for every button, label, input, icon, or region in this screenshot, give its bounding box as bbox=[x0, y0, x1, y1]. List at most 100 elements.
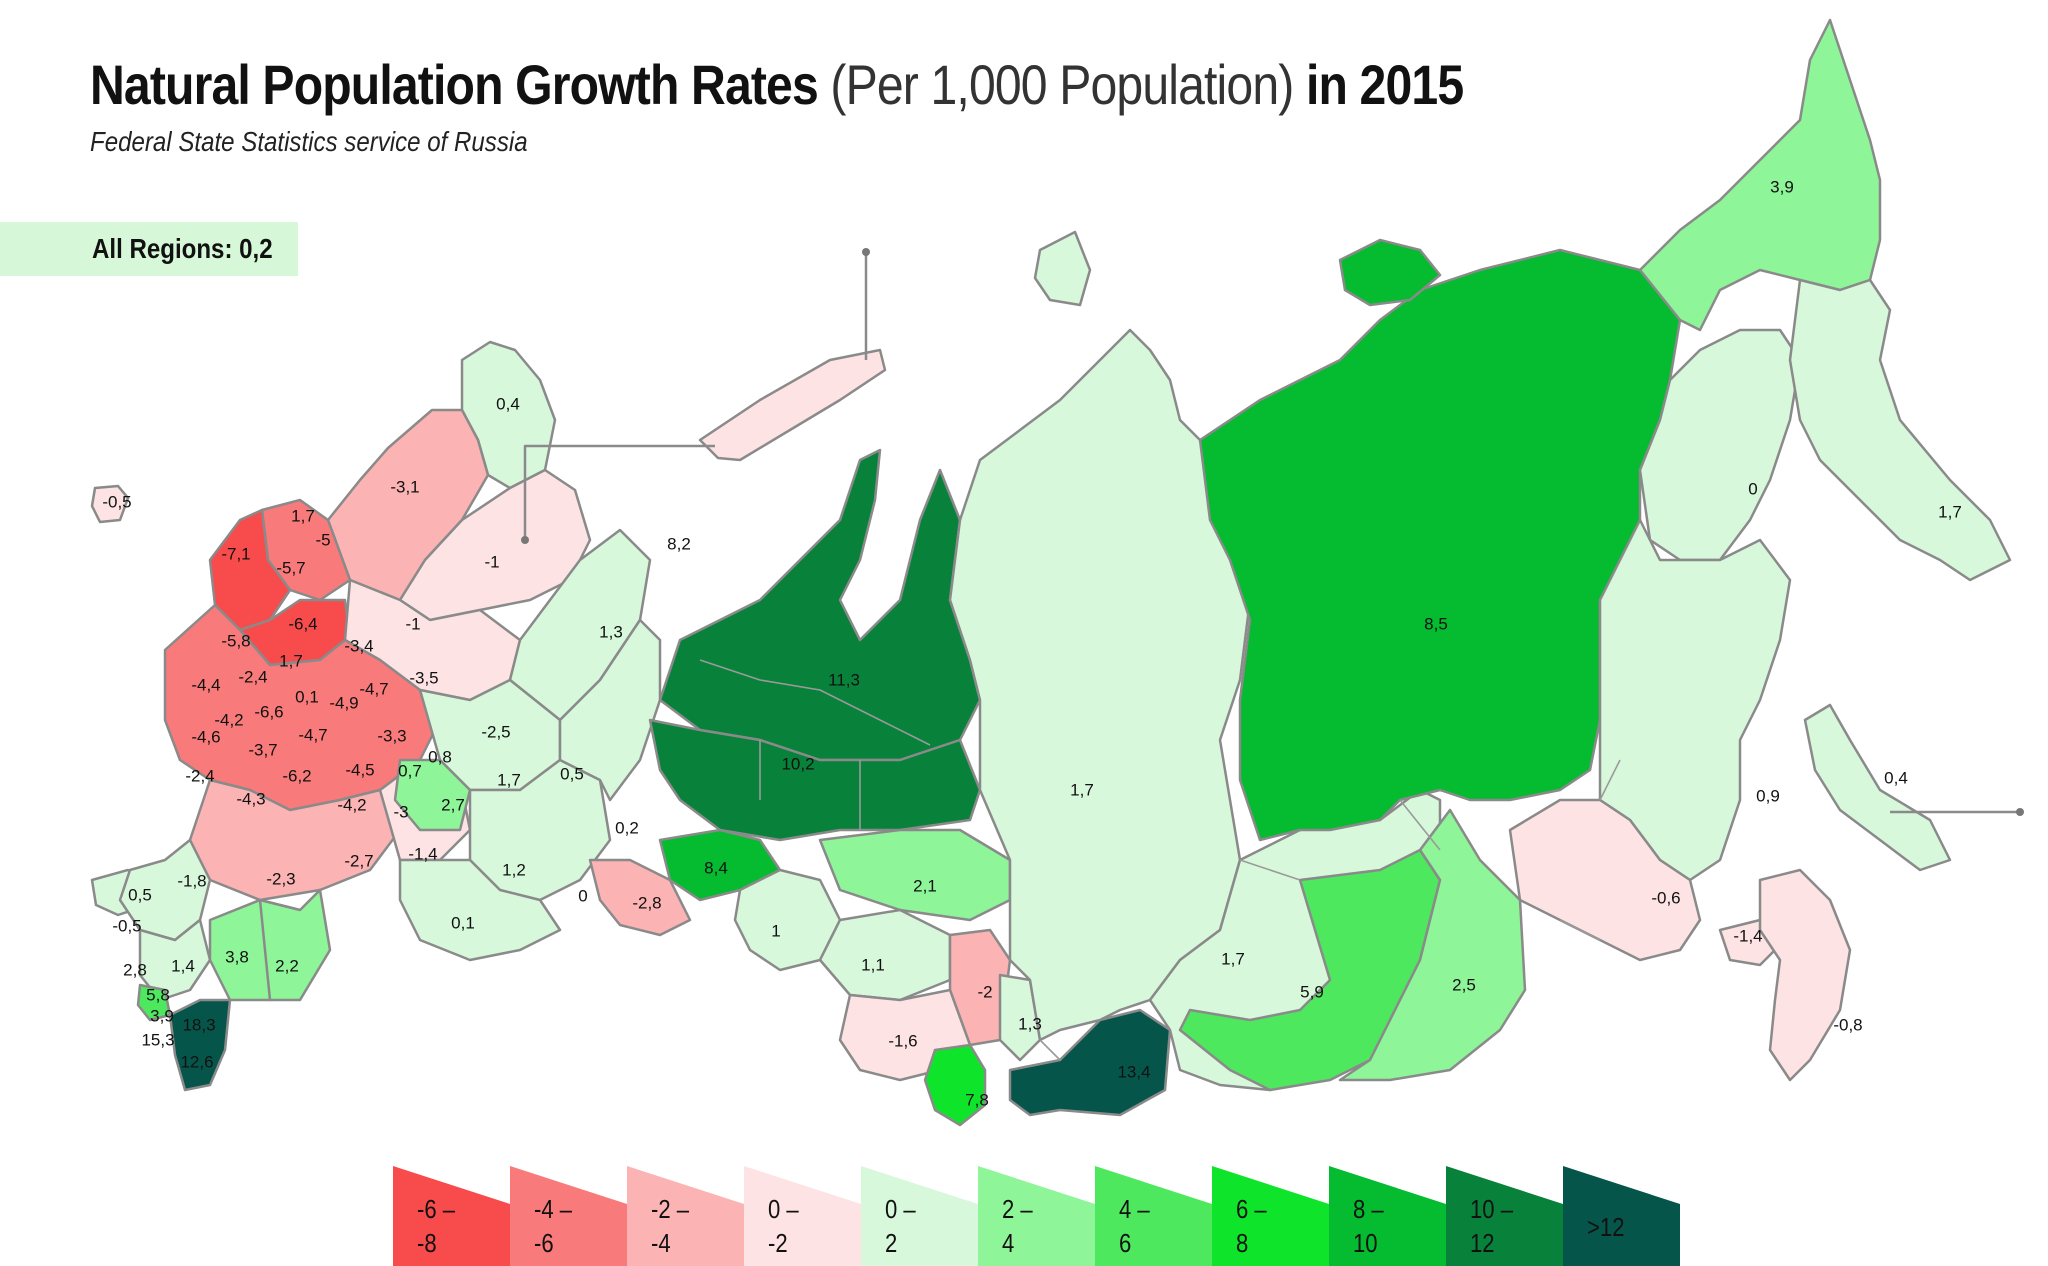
legend-item: 2 –4 bbox=[978, 1166, 1095, 1266]
region-value-label: -4,5 bbox=[345, 760, 374, 779]
legend-item: 4 –6 bbox=[1095, 1166, 1212, 1266]
legend-label: 2 –4 bbox=[1002, 1192, 1033, 1260]
region-value-label: -1 bbox=[484, 552, 499, 571]
region-caucasus-2[interactable] bbox=[168, 998, 232, 1092]
legend-swatch bbox=[1212, 1166, 1329, 1266]
title-year: in 2015 bbox=[1305, 53, 1464, 116]
region-value-label: 0,1 bbox=[451, 913, 475, 932]
region-value-label: -4,2 bbox=[214, 710, 243, 729]
region-krasnodar[interactable] bbox=[138, 918, 212, 1002]
leader-dot-arkhangelsk bbox=[521, 536, 529, 544]
region-chelyabinsk[interactable] bbox=[588, 858, 692, 937]
legend-swatch-shape bbox=[1563, 1166, 1680, 1266]
region-value-label: 1,7 bbox=[1070, 780, 1094, 799]
region-yamalo-nenets[interactable] bbox=[658, 448, 982, 762]
legend-swatch bbox=[1563, 1166, 1680, 1266]
region-value-label: -2,3 bbox=[266, 869, 295, 888]
region-tomsk[interactable] bbox=[818, 828, 1012, 922]
region-value-label: -3,1 bbox=[390, 477, 419, 496]
region-caucasus-1[interactable] bbox=[136, 983, 172, 1022]
region-value-label: -1 bbox=[405, 614, 420, 633]
region-zabaykalsky[interactable] bbox=[1338, 808, 1527, 1082]
legend-label: -2 – -4 bbox=[651, 1192, 689, 1260]
region-tatarstan-area[interactable] bbox=[393, 758, 472, 832]
region-value-label: 1,7 bbox=[1938, 502, 1962, 521]
region-primorsky[interactable] bbox=[1758, 868, 1852, 1082]
legend-label-line1: 0 – bbox=[768, 1194, 799, 1224]
legend-item: 0 –2 bbox=[861, 1166, 978, 1266]
region-value-label: 3,8 bbox=[225, 947, 249, 966]
region-sverdlovsk[interactable] bbox=[558, 618, 662, 802]
region-value-label: 0,2 bbox=[615, 818, 639, 837]
region-value-label: 0,9 bbox=[1756, 786, 1780, 805]
region-value-label: -6,6 bbox=[254, 702, 283, 721]
region-value-label: 1 bbox=[771, 921, 780, 940]
region-value-label: -2,4 bbox=[185, 766, 214, 785]
legend-label-line2: -8 bbox=[417, 1228, 437, 1258]
region-value-label: 0,4 bbox=[496, 394, 520, 413]
region-value-label: -4,2 bbox=[337, 795, 366, 814]
region-kalmykia[interactable] bbox=[258, 888, 332, 1002]
region-kaliningrad[interactable] bbox=[90, 484, 130, 524]
region-value-label: -6,4 bbox=[288, 614, 317, 633]
leader-dot-sakhalin bbox=[2016, 808, 2024, 816]
region-novosibirsk[interactable] bbox=[818, 908, 952, 1002]
legend-swatch-shape bbox=[744, 1166, 861, 1266]
region-severnaya-zemlya[interactable] bbox=[1033, 230, 1092, 307]
region-khakassia[interactable] bbox=[998, 973, 1042, 1062]
legend-swatch-shape bbox=[1095, 1166, 1212, 1266]
region-value-label: -5 bbox=[315, 530, 330, 549]
leader-line-arkhangelsk bbox=[523, 444, 715, 540]
region-value-label: 8,5 bbox=[1424, 614, 1448, 633]
title-unit: (Per 1,000 Population) bbox=[830, 53, 1294, 116]
legend-label-line2: 10 bbox=[1353, 1228, 1378, 1258]
region-value-label: 1,3 bbox=[599, 622, 623, 641]
legend-label: -6 – -8 bbox=[417, 1192, 455, 1260]
region-value-label: -3 bbox=[393, 802, 408, 821]
legend-label-line1: -2 – bbox=[651, 1194, 690, 1224]
region-khanty-mansi[interactable] bbox=[648, 718, 982, 842]
region-value-label: 8,2 bbox=[667, 534, 691, 553]
region-value-label: -6,2 bbox=[282, 766, 311, 785]
legend-swatch bbox=[393, 1166, 510, 1266]
region-kamchatka[interactable] bbox=[1788, 278, 2012, 582]
region-value-label: -1,8 bbox=[177, 871, 206, 890]
legend-label-line1: 8 – bbox=[1353, 1194, 1384, 1224]
legend-label-line2: 6 bbox=[1119, 1228, 1132, 1258]
region-sakhalin[interactable] bbox=[1803, 703, 1952, 872]
leader-dot-novaya-zemlya bbox=[862, 248, 870, 256]
region-value-label: -4,3 bbox=[236, 789, 265, 808]
region-value-label: 8,4 bbox=[704, 858, 728, 877]
region-central-block[interactable] bbox=[163, 603, 442, 812]
legend-label: 10 – 12 bbox=[1470, 1192, 1513, 1260]
region-value-label: -1,4 bbox=[1733, 926, 1762, 945]
region-value-label: -2,8 bbox=[632, 893, 661, 912]
region-value-label: 1,7 bbox=[497, 770, 521, 789]
region-value-label: -2,4 bbox=[238, 667, 267, 686]
legend-swatch bbox=[1329, 1166, 1446, 1266]
legend-label-line2: 12 bbox=[1470, 1228, 1495, 1258]
region-new-siberian-islands[interactable] bbox=[1338, 238, 1442, 307]
map-title: Natural Population Growth Rates (Per 1,0… bbox=[90, 52, 1464, 117]
region-tuva[interactable] bbox=[1008, 1008, 1172, 1117]
region-value-label: -2 bbox=[977, 982, 992, 1001]
legend-swatch-shape bbox=[1212, 1166, 1329, 1266]
map-subtitle: Federal State Statistics service of Russ… bbox=[90, 126, 528, 157]
region-value-label: -4,7 bbox=[359, 679, 388, 698]
legend-label: -4 – -6 bbox=[534, 1192, 572, 1260]
region-altai-republic[interactable] bbox=[923, 1043, 987, 1127]
legend-label-line2: 4 bbox=[1002, 1228, 1015, 1258]
region-novaya-zemlya[interactable] bbox=[698, 348, 887, 462]
region-labels: -0,50,4-3,11,7-5-7,1-5,7 -1-6,4 -1-5,8 -3,4… bbox=[102, 177, 1961, 1109]
region-orenburg[interactable] bbox=[398, 858, 562, 962]
legend-label: 4 –6 bbox=[1119, 1192, 1150, 1260]
legend-swatch-shape bbox=[1329, 1166, 1446, 1266]
legend-swatch-shape bbox=[627, 1166, 744, 1266]
region-value-label: -1,6 bbox=[888, 1031, 917, 1050]
region-value-label: -3,3 bbox=[377, 726, 406, 745]
legend-item: 10 – 12 bbox=[1446, 1166, 1563, 1266]
legend-item: -2 – -4 bbox=[627, 1166, 744, 1266]
region-value-label: 1,7 bbox=[279, 651, 303, 670]
region-chukotka[interactable] bbox=[1638, 18, 1882, 332]
